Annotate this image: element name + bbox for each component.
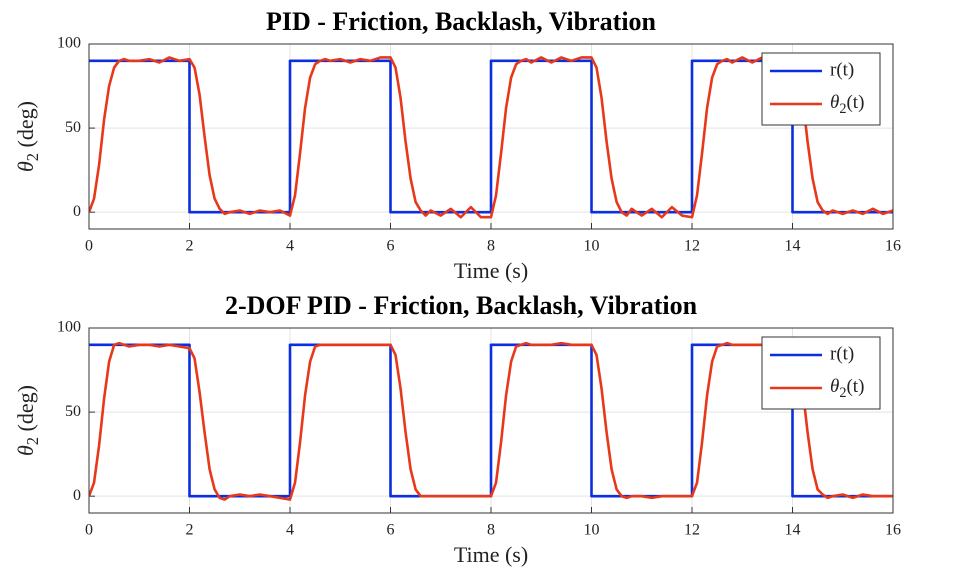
axes-box bbox=[88, 327, 894, 514]
y-tick-label: 100 bbox=[57, 35, 81, 52]
x-tick-label: 14 bbox=[785, 238, 801, 255]
x-tick-label: 4 bbox=[286, 238, 294, 255]
legend: r(t) θ2(t) bbox=[761, 52, 881, 126]
x-tick-label: 6 bbox=[387, 522, 395, 539]
y-tick-label: 50 bbox=[65, 119, 81, 136]
series-group bbox=[89, 341, 893, 501]
x-tick-label: 10 bbox=[584, 238, 600, 255]
y-axis-label: θ2 (deg) bbox=[13, 385, 42, 456]
x-tick-label: 12 bbox=[684, 522, 700, 539]
y-tick-label: 0 bbox=[73, 203, 81, 220]
legend-box bbox=[761, 52, 881, 126]
y-tick-label: 50 bbox=[65, 403, 81, 420]
x-axis-label: Time (s) bbox=[454, 258, 528, 283]
x-tick-label: 2 bbox=[186, 522, 194, 539]
series-line bbox=[89, 341, 893, 501]
x-tick-label: 16 bbox=[885, 238, 901, 255]
subplot: 0 50 100 0 2 4 6 8 10 12 14 16 2-DOF PID - Friction,… bbox=[13, 291, 901, 567]
axes-box bbox=[88, 43, 894, 230]
x-tick-label: 2 bbox=[186, 238, 194, 255]
legend-label: r(t) bbox=[830, 59, 854, 80]
legend-box bbox=[761, 336, 881, 410]
x-tick-label: 6 bbox=[387, 238, 395, 255]
x-tick-label: 14 bbox=[785, 522, 801, 539]
series-line bbox=[89, 59, 893, 214]
x-tick-label: 8 bbox=[487, 238, 495, 255]
x-tick-label: 0 bbox=[85, 522, 93, 539]
x-tick-label: 16 bbox=[885, 522, 901, 539]
y-tick-label: 0 bbox=[73, 487, 81, 504]
subplot: 0 50 100 0 2 4 6 8 10 12 14 16 PID - Friction, Backl… bbox=[13, 7, 901, 283]
x-tick-label: 8 bbox=[487, 522, 495, 539]
chart-title: 2-DOF PID - Friction, Backlash, Vibratio… bbox=[225, 291, 698, 320]
series-group bbox=[89, 56, 893, 219]
legend-label: r(t) bbox=[830, 343, 854, 364]
x-tick-label: 0 bbox=[85, 238, 93, 255]
x-tick-label: 12 bbox=[684, 238, 700, 255]
series-line bbox=[89, 56, 893, 219]
x-axis-label: Time (s) bbox=[454, 542, 528, 567]
x-tick-label: 10 bbox=[584, 522, 600, 539]
legend-label: θ2(t) bbox=[830, 376, 864, 401]
x-tick-label: 4 bbox=[286, 522, 294, 539]
legend: r(t) θ2(t) bbox=[761, 336, 881, 410]
y-tick-label: 100 bbox=[57, 319, 81, 336]
chart-title: PID - Friction, Backlash, Vibration bbox=[266, 7, 657, 36]
y-axis-label: θ2 (deg) bbox=[13, 101, 42, 172]
legend-label: θ2(t) bbox=[830, 92, 864, 117]
